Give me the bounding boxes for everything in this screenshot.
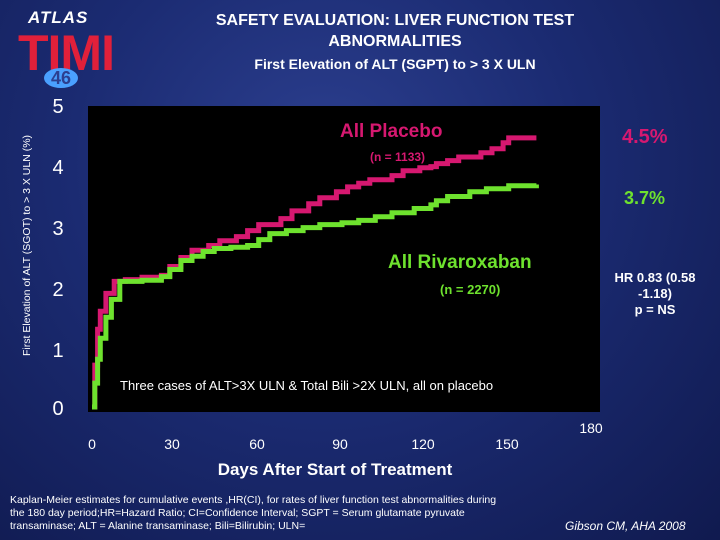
- slide-subtitle: First Elevation of ALT (SGPT) to > 3 X U…: [254, 56, 536, 72]
- hazard-ratio-annotation: HR 0.83 (0.58 -1.18) p = NS: [590, 270, 720, 318]
- y-tick-label: 2: [52, 279, 64, 301]
- rivaroxaban-n-label: (n = 2270): [440, 282, 501, 297]
- placebo-series-label: All Placebo: [340, 121, 443, 142]
- rivaroxaban-percent-label: 3.7%: [624, 188, 666, 208]
- x-tick-label: 120: [411, 436, 435, 452]
- timi-logo: ATLAS TIMI 46: [18, 8, 115, 88]
- x-tick-label: 60: [249, 436, 265, 452]
- citation: Gibson CM, AHA 2008: [565, 519, 686, 533]
- logo-number: 46: [44, 68, 78, 88]
- x-tick-label: 30: [164, 436, 180, 452]
- hr-line-3: p = NS: [634, 302, 676, 317]
- y-tick-label: 1: [52, 340, 64, 362]
- logo-atlas-text: ATLAS: [28, 8, 89, 27]
- y-tick-label: 0: [52, 398, 64, 420]
- cases-annotation: Three cases of ALT>3X ULN & Total Bili >…: [120, 378, 494, 393]
- placebo-n-label: (n = 1133): [370, 150, 426, 164]
- slide-title: SAFETY EVALUATION: LIVER FUNCTION TEST A…: [215, 12, 575, 50]
- rivaroxaban-series-line: [92, 183, 539, 410]
- hr-line-1: HR 0.83 (0.58: [614, 270, 696, 285]
- y-tick-label: 4: [52, 157, 64, 179]
- y-tick-label: 3: [52, 218, 64, 240]
- x-tick-label: 150: [495, 436, 519, 452]
- placebo-percent-label: 4.5%: [622, 126, 668, 148]
- x-axis-label: Days After Start of Treatment: [217, 460, 453, 479]
- rivaroxaban-series-label: All Rivaroxaban: [388, 252, 532, 273]
- x-tick-label: 0: [88, 436, 96, 452]
- x-tick-label: 180: [579, 420, 603, 436]
- y-tick-label: 5: [52, 96, 64, 118]
- x-tick-label: 90: [332, 436, 348, 452]
- hr-line-2: -1.18): [638, 286, 672, 301]
- footnote: Kaplan-Meier estimates for cumulative ev…: [10, 494, 497, 532]
- plot-area: [88, 106, 600, 412]
